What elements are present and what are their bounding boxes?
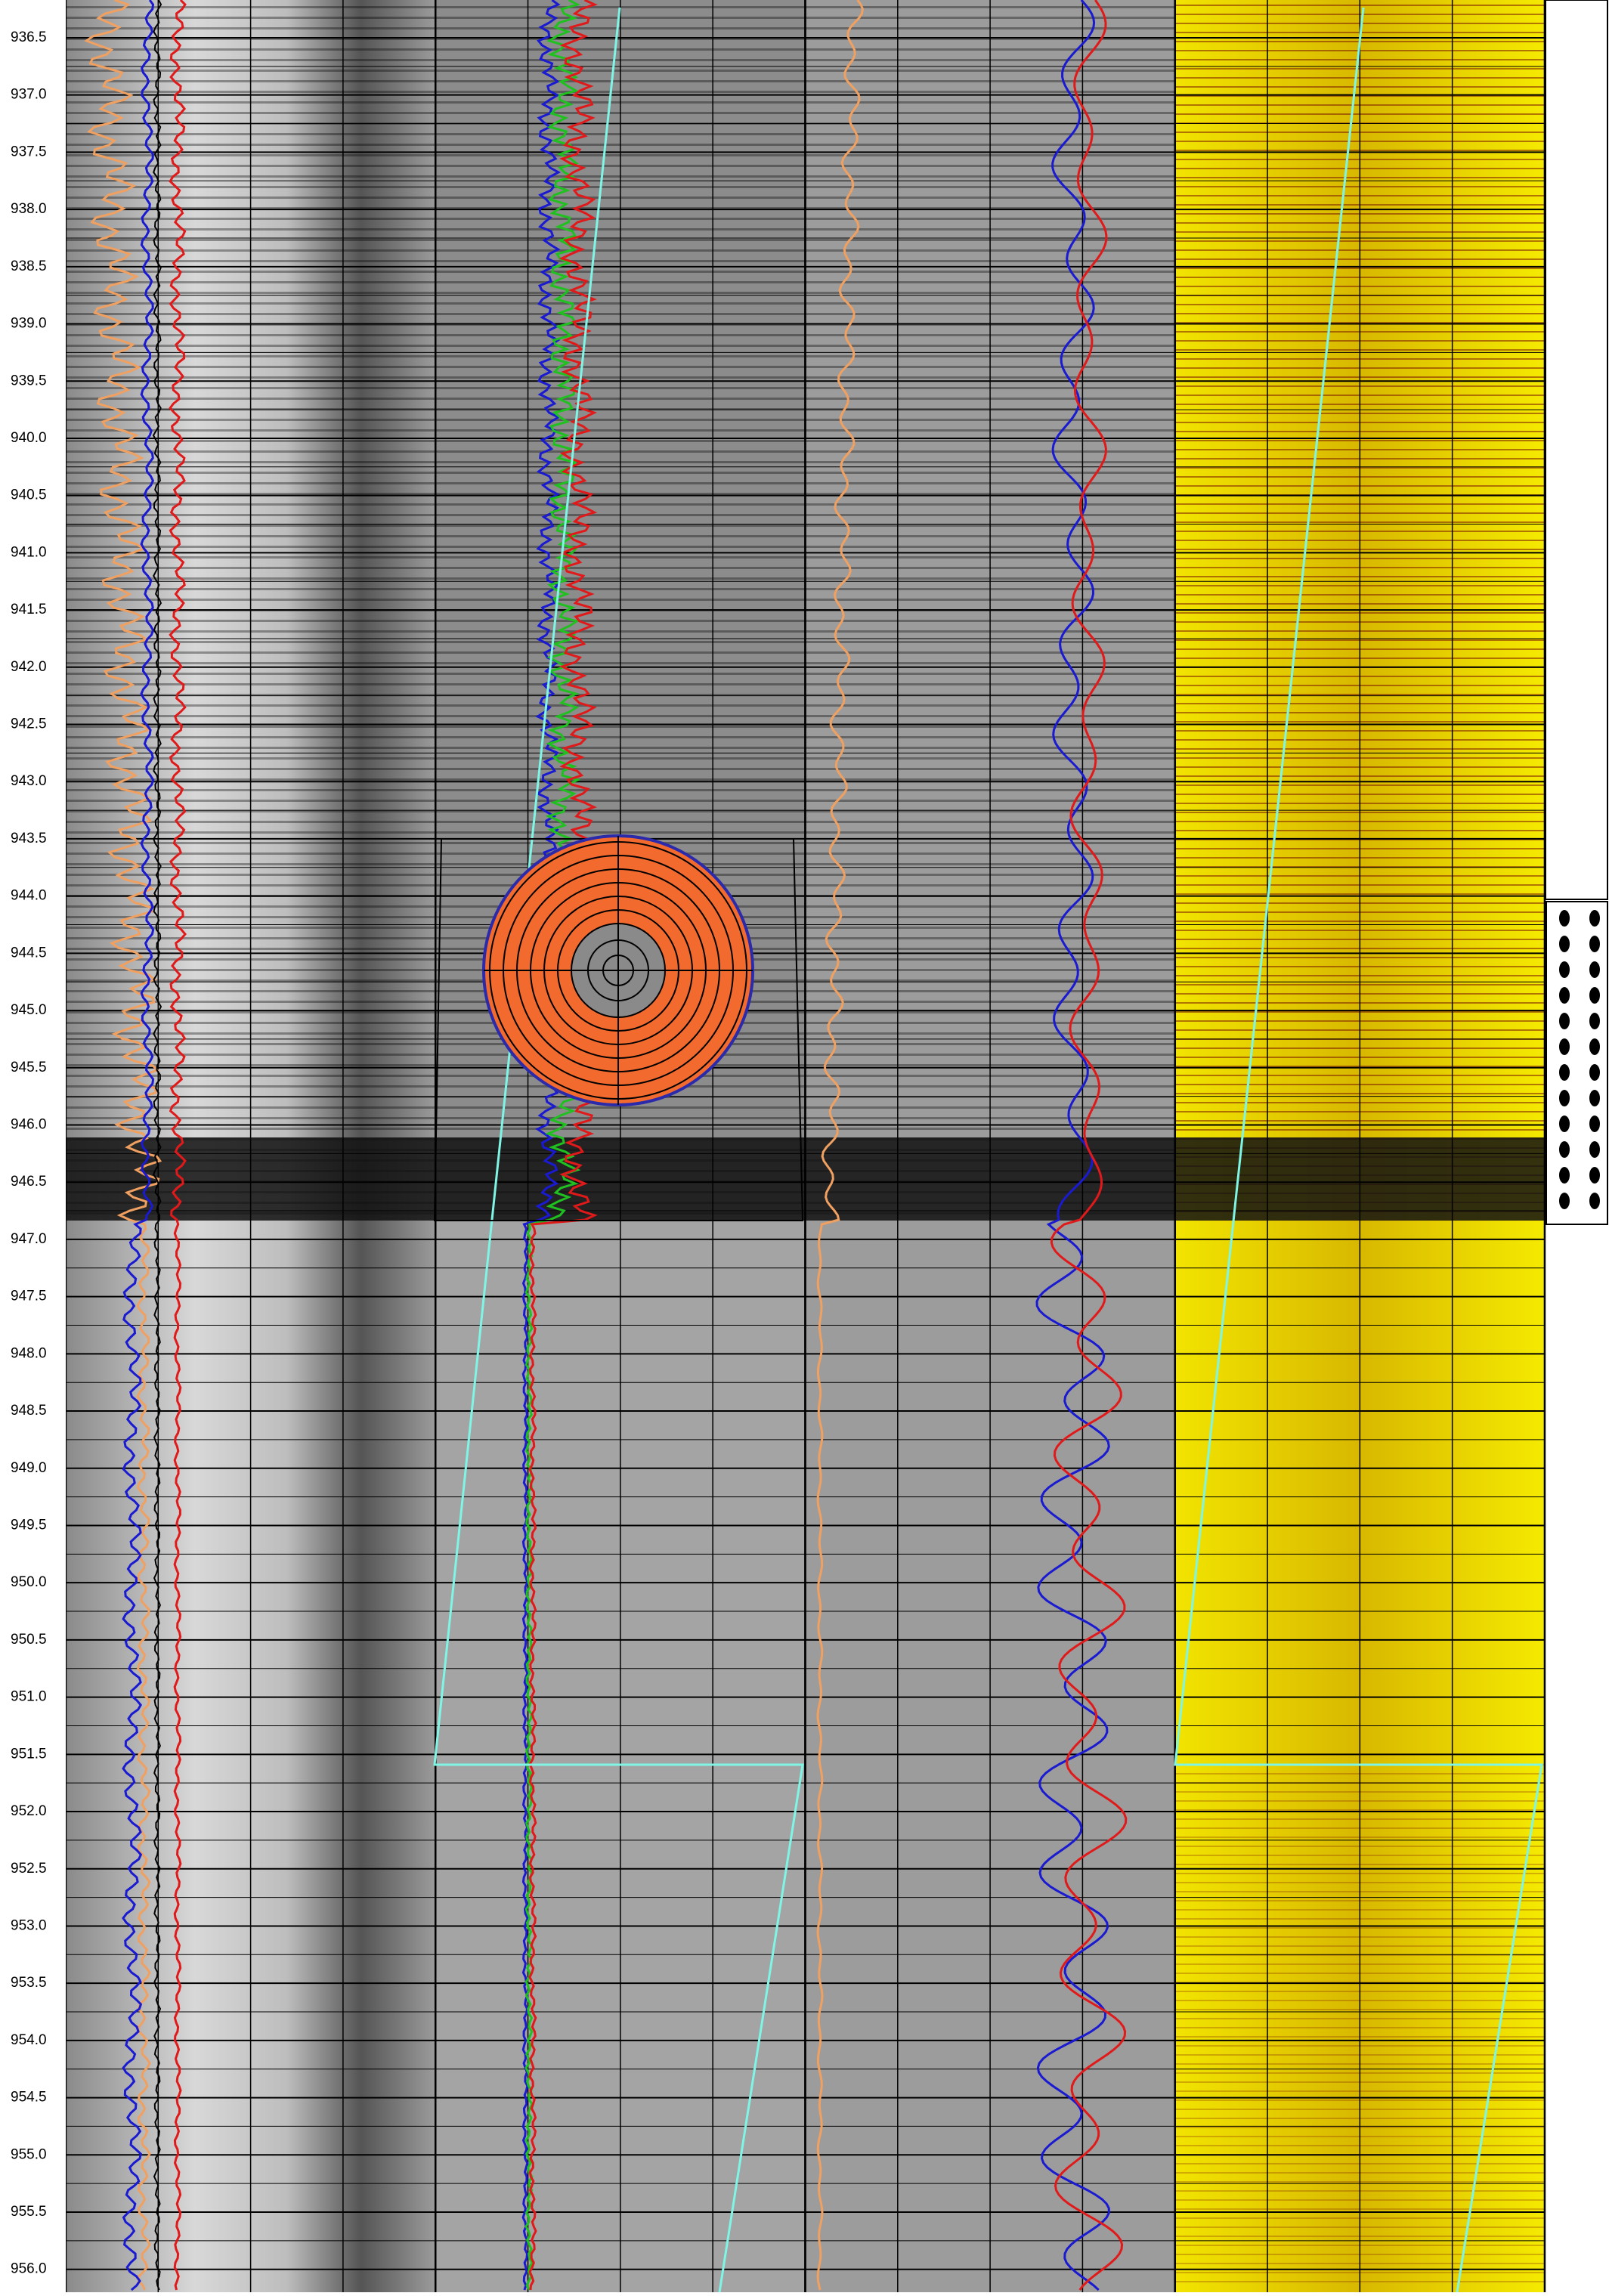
y-tick-label: 940.0 — [11, 430, 47, 446]
log-trace — [528, 0, 598, 2291]
lithology-dot — [1559, 1141, 1570, 1158]
lithology-dots — [1559, 910, 1600, 1209]
y-tick-label: 943.0 — [11, 773, 47, 789]
y-tick-label: 942.0 — [11, 659, 47, 675]
y-tick-label: 945.0 — [11, 1002, 47, 1018]
y-tick-label: 944.0 — [11, 888, 47, 904]
grid — [59, 0, 1546, 2292]
y-tick-label: 956.0 — [11, 2261, 47, 2277]
y-tick-label: 939.0 — [11, 316, 47, 332]
y-tick-label: 953.5 — [11, 1975, 47, 1991]
y-tick-label: 936.5 — [11, 29, 47, 45]
y-tick-label: 948.0 — [11, 1345, 47, 1361]
lithology-dot — [1559, 1167, 1570, 1184]
y-tick-label: 944.5 — [11, 945, 47, 961]
y-tick-label: 952.5 — [11, 1861, 47, 1877]
log-trace — [152, 0, 162, 2291]
lithology-dot — [1559, 961, 1570, 978]
log-trace — [1050, 0, 1128, 2291]
lithology-dot — [1589, 961, 1600, 978]
y-tick-label: 938.0 — [11, 201, 47, 217]
y-tick-label: 941.0 — [11, 544, 47, 560]
curves — [84, 0, 1128, 2291]
log-trace — [169, 0, 187, 2291]
y-tick-label: 954.5 — [11, 2090, 47, 2106]
lithology-dot — [1559, 1064, 1570, 1081]
y-tick-label: 939.5 — [11, 373, 47, 388]
lithology-dot — [1559, 910, 1570, 927]
lithology-dot — [1589, 936, 1600, 952]
polar-box — [433, 838, 804, 1221]
y-tick-label: 947.5 — [11, 1289, 47, 1304]
lithology-dot — [1589, 1013, 1600, 1029]
y-tick-label: 947.0 — [11, 1231, 47, 1247]
y-tick-label: 951.0 — [11, 1689, 47, 1705]
lithology-dot — [1559, 1090, 1570, 1106]
log-trace — [521, 0, 562, 2291]
y-tick-label: 955.5 — [11, 2204, 47, 2220]
lithology-dot — [1589, 910, 1600, 927]
depth-labels: 936.5 937.0 937.5 938.0 938.5 939.0 939.5 940.0… — [11, 29, 47, 2277]
cyan-line-track-4 — [1174, 7, 1543, 2293]
y-tick-label: 949.0 — [11, 1460, 47, 1476]
log-trace — [524, 0, 582, 2291]
lithology-dot — [1559, 987, 1570, 1004]
y-tick-label: 950.5 — [11, 1632, 47, 1648]
lithology-dot — [1589, 1116, 1600, 1132]
lithology-dot — [1589, 1141, 1600, 1158]
y-tick-label: 952.0 — [11, 1803, 47, 1819]
lithology-dot — [1559, 1038, 1570, 1055]
lithology-dot — [1589, 987, 1600, 1004]
y-tick-label: 949.5 — [11, 1517, 47, 1533]
lithology-dot — [1559, 1116, 1570, 1132]
polar-plot — [433, 834, 804, 1221]
y-tick-label: 942.5 — [11, 716, 47, 732]
y-tick-label: 937.5 — [11, 144, 47, 159]
right-frame — [1545, 0, 1608, 900]
y-tick-label: 945.5 — [11, 1060, 47, 1075]
log-trace — [122, 0, 155, 2291]
y-tick-label: 946.0 — [11, 1117, 47, 1133]
lithology-dot — [1589, 1090, 1600, 1106]
lithology-dot — [1589, 1167, 1600, 1184]
lithology-dot — [1559, 1013, 1570, 1029]
y-tick-label: 950.0 — [11, 1574, 47, 1590]
y-tick-label: 953.0 — [11, 1917, 47, 1933]
log-trace — [1035, 0, 1110, 2291]
y-tick-label: 946.5 — [11, 1174, 47, 1190]
lithology-dot — [1589, 1064, 1600, 1081]
y-tick-label: 951.5 — [11, 1746, 47, 1762]
log-trace — [816, 0, 864, 2291]
y-tick-label: 941.5 — [11, 602, 47, 617]
lithology-dot — [1589, 1038, 1600, 1055]
lithology-dot — [1559, 936, 1570, 952]
track-2-lower — [435, 1221, 805, 2292]
lithology-dot — [1559, 1193, 1570, 1209]
depth-track — [0, 0, 66, 2292]
y-tick-label: 943.5 — [11, 831, 47, 846]
lithology-dot — [1589, 1193, 1600, 1209]
y-tick-label: 954.0 — [11, 2032, 47, 2048]
y-tick-label: 937.0 — [11, 87, 47, 103]
y-tick-label: 940.5 — [11, 487, 47, 503]
y-tick-label: 955.0 — [11, 2146, 47, 2162]
y-tick-label: 948.5 — [11, 1403, 47, 1419]
y-tick-label: 938.5 — [11, 258, 47, 274]
lithology-panel — [1546, 901, 1608, 1225]
log-trace — [84, 0, 162, 2291]
